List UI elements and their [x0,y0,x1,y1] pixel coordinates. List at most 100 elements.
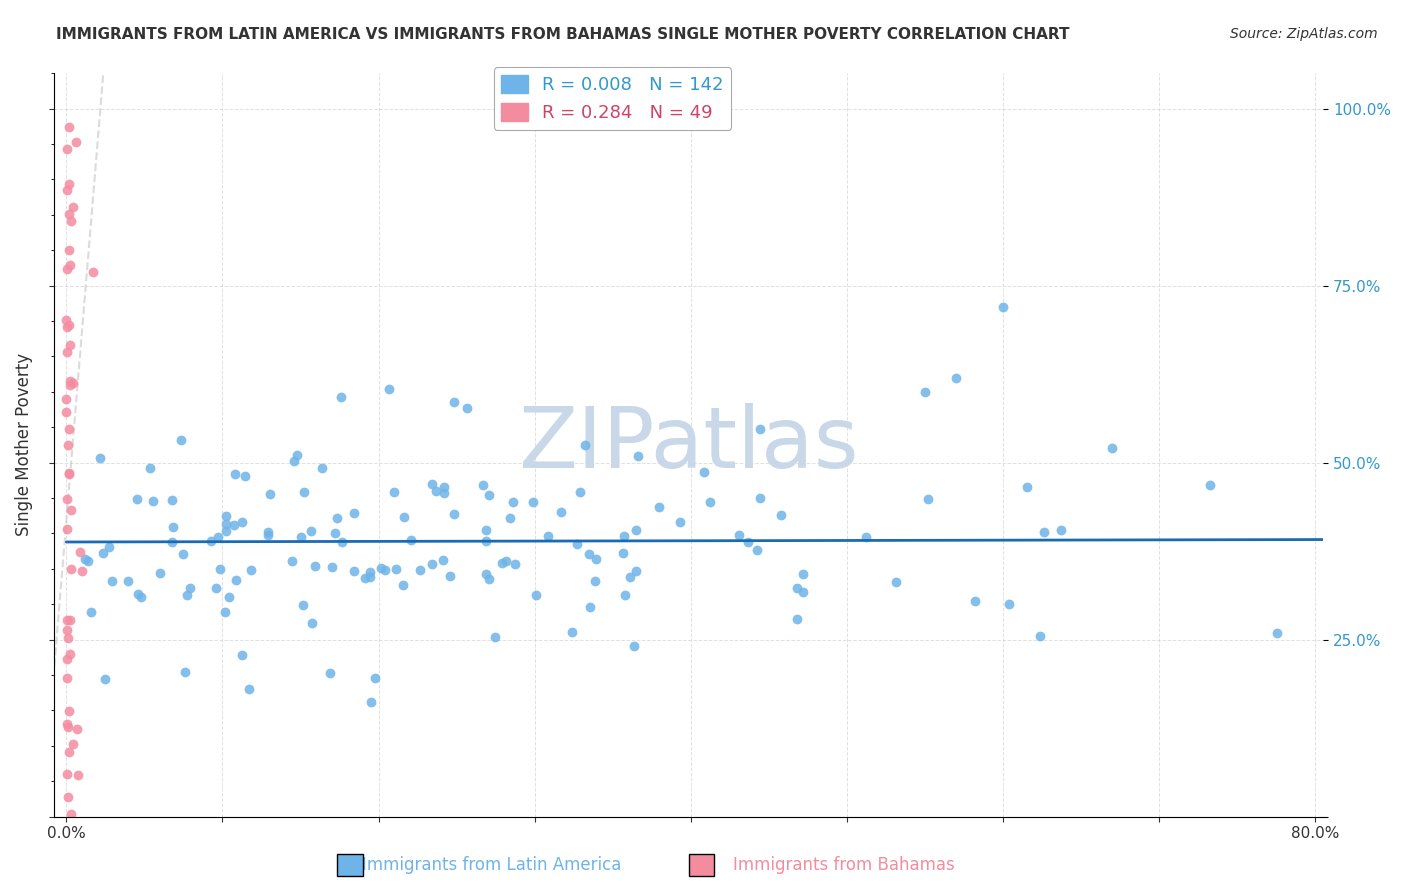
Point [58,318,80,332]
Point [524,588,547,602]
Point [693,465,716,479]
Point [567,537,589,551]
Point [55,405,77,419]
Point [55,523,77,537]
Point [127,586,149,600]
Point [80,605,103,619]
Point [231,648,253,663]
Point [225,573,247,587]
Point [583,574,606,588]
Point [385,562,408,576]
Point [160,534,183,549]
Point [503,557,526,571]
Point [627,449,650,463]
Point [579,600,602,615]
Point [257,524,280,539]
Point [409,564,432,578]
Point [330,535,353,549]
Point [786,612,808,626]
Point [58,438,80,452]
Point [142,493,165,508]
Point [354,571,377,585]
Point [420,476,443,491]
Point [56,183,79,197]
Point [321,560,343,574]
Point [475,566,498,581]
Point [58,745,80,759]
Point [378,382,401,396]
Point [55,313,77,327]
Point [59,378,82,392]
Point [58,720,80,734]
Point [62,376,84,390]
Point [200,534,222,549]
Point [214,605,236,619]
Point [359,570,381,584]
Point [323,526,346,541]
Point [456,401,478,416]
Point [224,467,246,481]
Point [1017,480,1039,494]
Point [522,495,544,509]
Point [443,395,465,409]
Point [292,598,315,612]
Point [214,524,236,538]
Point [287,448,309,462]
Point [1028,630,1050,644]
Point [623,639,645,653]
Point [239,563,262,577]
Point [224,517,246,532]
Point [475,523,498,537]
Point [179,581,201,595]
Point [484,630,506,644]
Point [59,375,82,389]
Point [176,588,198,602]
Point [56,319,79,334]
Point [205,581,228,595]
Point [1050,523,1073,537]
Point [56,671,79,685]
Point [491,557,513,571]
Point [290,530,312,544]
Point [917,492,939,507]
Point [301,615,323,630]
Point [914,384,936,399]
Point [62,738,84,752]
Point [58,421,80,435]
Text: Immigrants from Bahamas: Immigrants from Bahamas [733,856,955,874]
Point [624,564,647,578]
Point [392,509,415,524]
Point [59,503,82,517]
Point [259,486,281,500]
Point [60,806,83,821]
Point [945,370,967,384]
Point [69,544,91,558]
Point [786,581,808,595]
Point [160,492,183,507]
Point [299,524,322,538]
Point [55,261,77,276]
Point [58,338,80,352]
Point [117,574,139,589]
Point [578,547,600,561]
Point [963,594,986,608]
Point [624,523,647,537]
Point [439,569,461,583]
Point [58,258,80,272]
Point [56,142,79,156]
Point [56,491,79,506]
Point [370,561,392,575]
Point [1101,442,1123,456]
Point [215,517,238,532]
Point [56,717,79,731]
Point [1033,524,1056,539]
Point [56,345,79,359]
Point [550,506,572,520]
Point [884,575,907,590]
Text: IMMIGRANTS FROM LATIN AMERICA VS IMMIGRANTS FROM BAHAMAS SINGLE MOTHER POVERTY C: IMMIGRANTS FROM LATIN AMERICA VS IMMIGRA… [56,27,1070,42]
Point [669,516,692,530]
Point [392,577,415,591]
Point [993,300,1015,314]
Point [56,652,79,666]
Point [98,540,121,554]
